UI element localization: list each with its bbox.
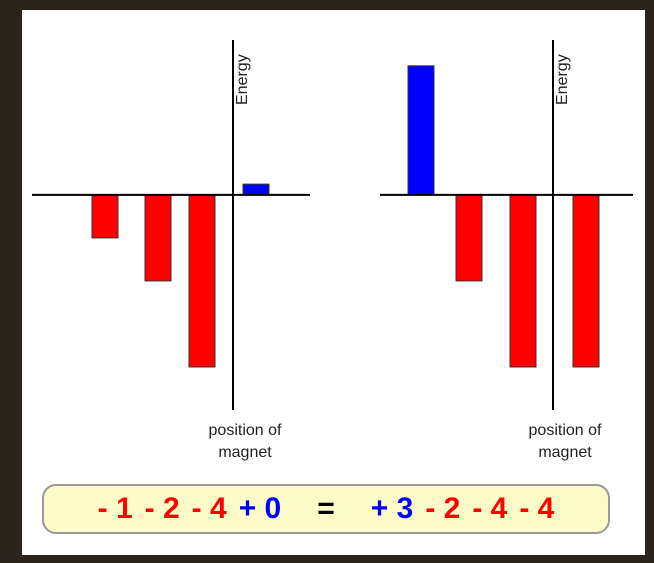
x-axis-label: position of — [529, 422, 602, 439]
y-axis-label: Energy — [234, 54, 251, 105]
page: Energy position of magnet Energy position of… — [0, 0, 654, 563]
equation-box: - 1 - 2 - 4 + 0 = + 3 - 2 - 4 - 4 — [42, 484, 610, 534]
equation-term: = — [317, 492, 335, 526]
bar — [408, 66, 434, 195]
x-axis-label: magnet — [538, 444, 592, 461]
equation-term: - 1 — [98, 492, 133, 526]
bar — [145, 195, 171, 281]
bar — [510, 195, 536, 367]
equation-term: - 2 — [145, 492, 180, 526]
bar — [456, 195, 482, 281]
equation-term: + 0 — [239, 492, 282, 526]
charts: Energy position of magnet Energy position of… — [0, 0, 654, 563]
bar — [189, 195, 215, 367]
equation-term: - 4 — [472, 492, 507, 526]
bar — [92, 195, 118, 238]
x-axis-label: position of — [209, 422, 282, 439]
y-axis-label: Energy — [554, 54, 571, 105]
equation-term: + 3 — [371, 492, 414, 526]
x-axis-label: magnet — [218, 444, 272, 461]
equation-term: - 4 — [519, 492, 554, 526]
bar — [243, 184, 269, 195]
equation-term: - 4 — [192, 492, 227, 526]
equation-term: - 2 — [425, 492, 460, 526]
bar — [573, 195, 599, 367]
